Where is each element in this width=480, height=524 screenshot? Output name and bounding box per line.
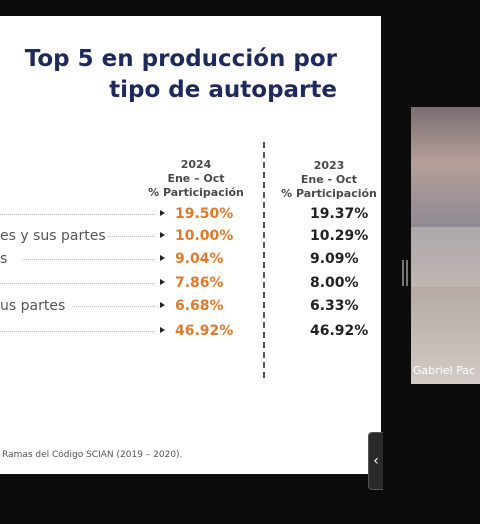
- panel-resize-handle[interactable]: [402, 260, 408, 286]
- column-header-2024: 2024 Ene – Oct % Participación: [140, 158, 252, 200]
- dotted-leader: [0, 331, 155, 332]
- value-2024: 9.04%: [175, 251, 224, 267]
- table-row: 46.92% 46.92%: [0, 321, 381, 341]
- arrow-icon: [160, 232, 165, 238]
- arrow-icon: [160, 255, 165, 261]
- value-2023: 10.29%: [310, 228, 369, 244]
- row-label: es y sus partes: [0, 228, 106, 244]
- value-2023: 6.33%: [310, 298, 359, 314]
- participant-video-tile[interactable]: Gabriel Pac: [411, 107, 480, 384]
- arrow-icon: [160, 210, 165, 216]
- value-2024: 7.86%: [175, 275, 224, 291]
- value-2023: 9.09%: [310, 251, 359, 267]
- column-year: 2024: [180, 158, 212, 171]
- arrow-icon: [160, 327, 165, 333]
- column-header-2023: 2023 Ene - Oct % Participación: [273, 159, 381, 201]
- table-row: 19.50% 19.37%: [0, 204, 381, 224]
- value-2024: 19.50%: [175, 206, 234, 222]
- table-row: us partes 6.68% 6.33%: [0, 296, 381, 316]
- value-2024: 46.92%: [175, 323, 234, 339]
- column-label: % Participación: [281, 187, 377, 200]
- value-2023: 46.92%: [310, 323, 369, 339]
- slide-title-line1: Top 5 en producción por: [24, 46, 337, 72]
- value-2023: 8.00%: [310, 275, 359, 291]
- value-2023: 19.37%: [310, 206, 369, 222]
- table-row: 7.86% 8.00%: [0, 273, 381, 293]
- arrow-icon: [160, 279, 165, 285]
- row-label: us partes: [0, 298, 66, 314]
- dotted-leader: [22, 259, 155, 260]
- collapse-panel-button[interactable]: ‹: [368, 432, 383, 490]
- dotted-leader: [72, 306, 155, 307]
- row-label: s: [0, 251, 8, 267]
- table-row: es y sus partes 10.00% 10.29%: [0, 226, 381, 246]
- video-background: [411, 227, 480, 287]
- dotted-leader: [0, 283, 155, 284]
- column-label: % Participación: [148, 186, 244, 199]
- source-note: Ramas del Código SCIAN (2019 – 2020).: [2, 450, 183, 460]
- participant-name: Gabriel Pac: [413, 364, 476, 377]
- arrow-icon: [160, 302, 165, 308]
- column-year: 2023: [313, 159, 345, 172]
- table-row: s 9.04% 9.09%: [0, 249, 381, 269]
- dotted-leader: [108, 236, 155, 237]
- column-range: Ene - Oct: [300, 173, 358, 186]
- dotted-leader: [0, 214, 155, 215]
- column-range: Ene – Oct: [167, 172, 225, 185]
- presentation-slide: Top 5 en producción por tipo de autopart…: [0, 16, 381, 474]
- value-2024: 6.68%: [175, 298, 224, 314]
- slide-title-line2: tipo de autoparte: [109, 77, 337, 103]
- column-divider: [263, 142, 265, 378]
- value-2024: 10.00%: [175, 228, 234, 244]
